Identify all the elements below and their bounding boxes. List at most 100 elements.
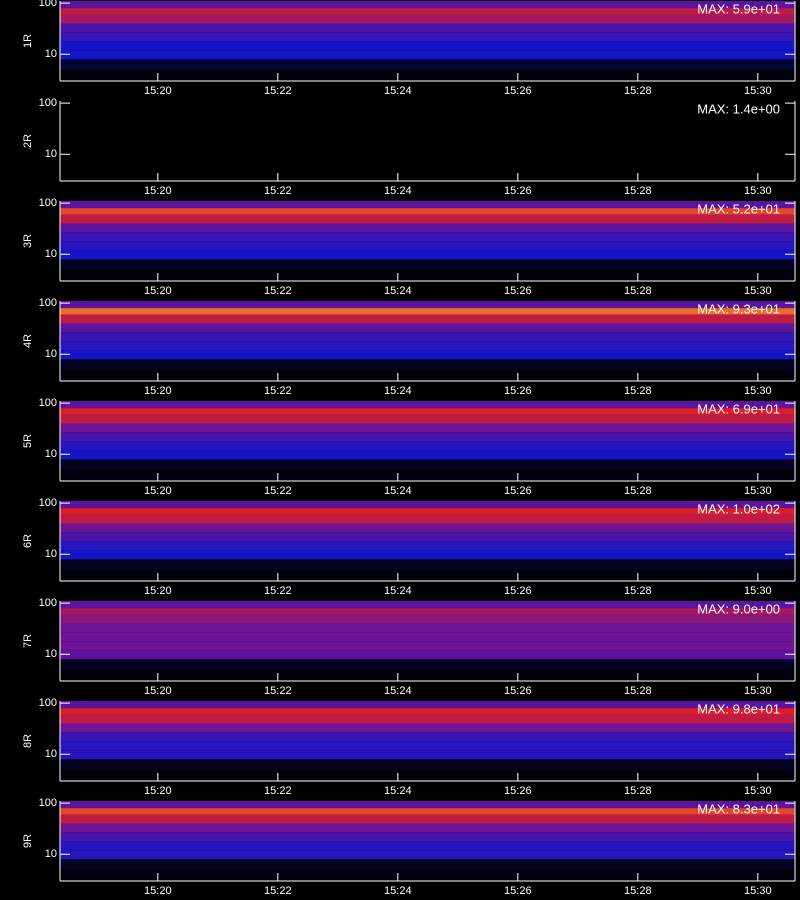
heat-band (60, 369, 795, 381)
y-tick-label: 10 (45, 148, 57, 160)
y-tick-label: 100 (39, 297, 57, 309)
x-tick-label: 15:26 (504, 85, 532, 97)
x-tick-label: 15:26 (504, 185, 532, 197)
heat-band (60, 241, 795, 251)
heat-band (60, 869, 795, 881)
y-tick-label: 10 (45, 848, 57, 860)
heat-band (60, 114, 795, 124)
x-tick-label: 15:24 (384, 285, 412, 297)
x-tick-label: 15:22 (264, 485, 292, 497)
x-tick-label: 15:26 (504, 285, 532, 297)
x-tick-label: 15:30 (744, 185, 772, 197)
max-annotation: MAX: 1.4e+00 (697, 101, 780, 116)
heat-band (60, 614, 795, 624)
heat-band (60, 232, 795, 242)
heat-band (60, 123, 795, 133)
max-annotation: MAX: 6.9e+01 (697, 401, 780, 416)
heat-band (60, 708, 795, 715)
heat-band (60, 214, 795, 224)
y-tick-label: 100 (39, 197, 57, 209)
y-tick-label: 10 (45, 548, 57, 560)
y-tick-label: 100 (39, 797, 57, 809)
heat-band (60, 1, 795, 9)
y-axis-label: 4R (22, 334, 34, 348)
heat-band (60, 569, 795, 581)
y-axis-label: 3R (22, 234, 34, 248)
heat-band (60, 408, 795, 415)
x-tick-label: 15:20 (144, 885, 172, 897)
y-tick-label: 10 (45, 448, 57, 460)
heat-band (60, 523, 795, 533)
y-tick-label: 10 (45, 48, 57, 60)
heat-band (60, 450, 795, 460)
heat-band (60, 301, 795, 309)
x-tick-label: 15:24 (384, 385, 412, 397)
heat-band (60, 141, 795, 151)
x-tick-label: 15:24 (384, 85, 412, 97)
max-annotation: MAX: 9.3e+01 (697, 301, 780, 316)
heat-band (60, 41, 795, 51)
y-tick-label: 10 (45, 748, 57, 760)
heat-band (60, 423, 795, 433)
heat-band (60, 859, 795, 870)
x-tick-label: 15:28 (624, 485, 652, 497)
x-tick-label: 15:22 (264, 885, 292, 897)
x-tick-label: 15:30 (744, 385, 772, 397)
max-annotation: MAX: 5.9e+01 (697, 1, 780, 16)
y-tick-label: 10 (45, 248, 57, 260)
heat-band (60, 550, 795, 560)
y-tick-label: 100 (39, 597, 57, 609)
heat-band (60, 223, 795, 233)
heat-band (60, 801, 795, 809)
heat-band (60, 269, 795, 281)
x-tick-label: 15:22 (264, 585, 292, 597)
x-tick-label: 15:28 (624, 585, 652, 597)
heat-band (60, 69, 795, 81)
x-tick-label: 15:24 (384, 485, 412, 497)
heat-band (60, 8, 795, 15)
x-tick-label: 15:30 (744, 485, 772, 497)
x-tick-label: 15:30 (744, 585, 772, 597)
heat-band (60, 259, 795, 270)
heat-band (60, 759, 795, 770)
x-tick-label: 15:20 (144, 385, 172, 397)
y-tick-label: 100 (39, 97, 57, 109)
x-tick-label: 15:28 (624, 185, 652, 197)
y-axis-label: 5R (22, 434, 34, 448)
heat-band (60, 23, 795, 33)
heat-band (60, 159, 795, 170)
y-axis-label: 2R (22, 134, 34, 148)
heat-band (60, 841, 795, 851)
heat-band (60, 601, 795, 609)
heat-band (60, 350, 795, 360)
heat-band (60, 308, 795, 315)
y-axis-label: 8R (22, 734, 34, 748)
x-tick-label: 15:28 (624, 385, 652, 397)
y-axis-label: 6R (22, 534, 34, 548)
heat-band (60, 814, 795, 824)
heat-band (60, 608, 795, 615)
heat-band (60, 714, 795, 724)
max-annotation: MAX: 8.3e+01 (697, 801, 780, 816)
heat-band (60, 323, 795, 333)
heat-band (60, 469, 795, 481)
heat-band (60, 314, 795, 324)
x-tick-label: 15:20 (144, 185, 172, 197)
x-tick-label: 15:22 (264, 285, 292, 297)
x-tick-label: 15:26 (504, 685, 532, 697)
x-tick-label: 15:30 (744, 685, 772, 697)
x-tick-label: 15:20 (144, 585, 172, 597)
heat-band (60, 850, 795, 860)
y-tick-label: 10 (45, 648, 57, 660)
x-tick-label: 15:30 (744, 85, 772, 97)
heat-band (60, 641, 795, 651)
heat-band (60, 401, 795, 409)
heat-band (60, 359, 795, 370)
heat-band (60, 514, 795, 524)
y-axis-label: 7R (22, 634, 34, 648)
heat-band (60, 14, 795, 24)
x-tick-label: 15:26 (504, 485, 532, 497)
y-tick-label: 100 (39, 497, 57, 509)
heat-band (60, 414, 795, 424)
x-tick-label: 15:26 (504, 785, 532, 797)
